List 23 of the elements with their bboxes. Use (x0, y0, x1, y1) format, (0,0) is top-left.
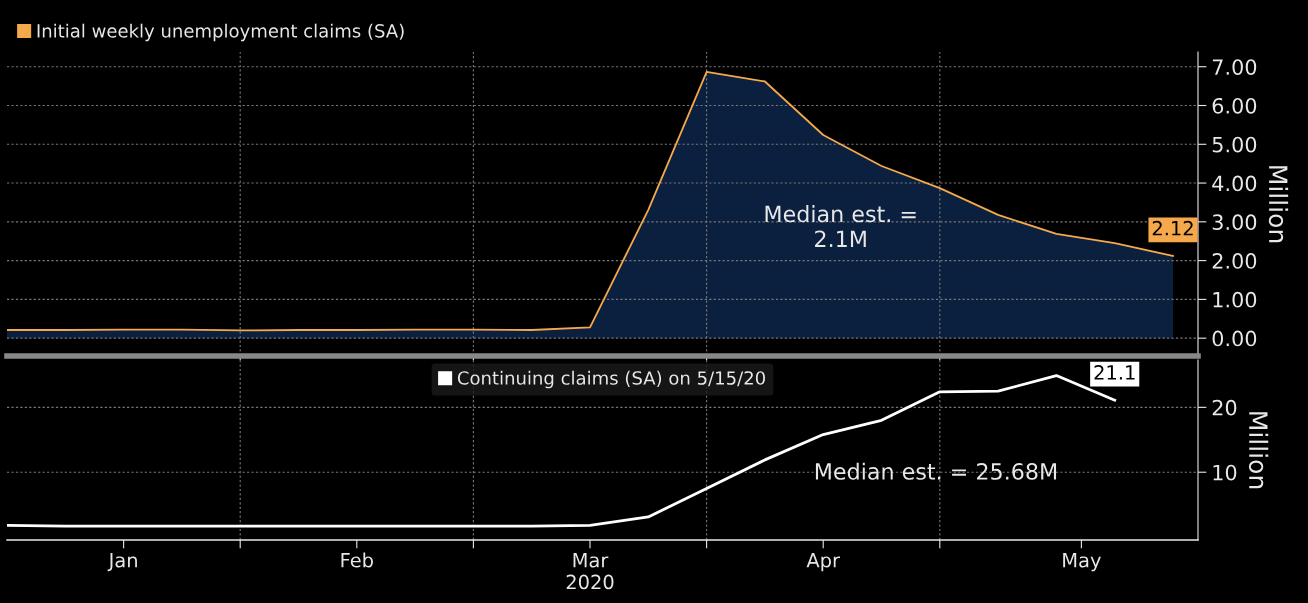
y-tick-label: 0.00 (1212, 330, 1257, 347)
y-tick-label: 7.00 (1212, 59, 1257, 75)
y-axis-title: Million (1268, 166, 1289, 243)
y-tick-label: 5.00 (1212, 136, 1257, 153)
annotation: Median est. = 2.1M (765, 205, 916, 247)
y-tick-label: 10 (1213, 464, 1237, 481)
y-axis-title: Million (1248, 412, 1269, 489)
y-tick-label: 1.00 (1213, 291, 1257, 308)
y-tick-label: 3.00 (1212, 214, 1257, 231)
x-tick-label: Jan (107, 553, 137, 572)
legend-label: Continuing claims (SA) on 5/15/20 (457, 370, 765, 389)
data-label: 21.1 (1094, 365, 1135, 380)
data-label: 2.12 (1152, 220, 1193, 236)
y-tick-label: 6.00 (1212, 97, 1257, 114)
y-tick-label: 2.00 (1212, 253, 1257, 269)
x-tick-label: May (1063, 553, 1101, 572)
y-tick-label: 4.00 (1212, 175, 1257, 192)
x-tick-label: Mar 2020 (566, 553, 614, 590)
y-tick-label: 20 (1212, 399, 1237, 416)
x-tick-label: Feb (341, 552, 373, 568)
legend-label: Initial weekly unemployment claims (SA) (37, 23, 404, 42)
x-tick-label: Apr (806, 553, 841, 572)
annotation: Median est. = 25.68M (815, 462, 1057, 480)
